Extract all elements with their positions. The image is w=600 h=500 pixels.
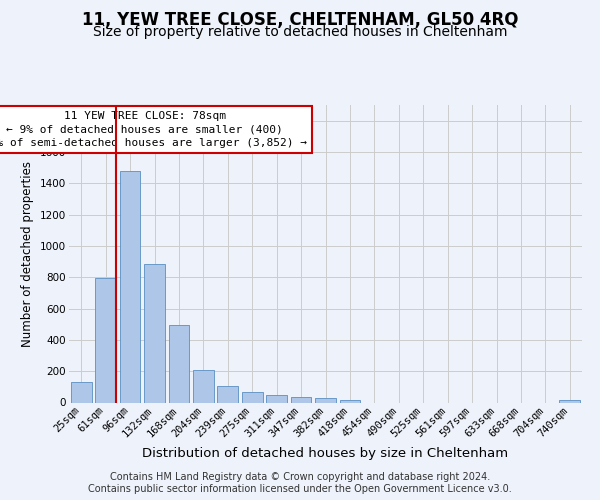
Bar xyxy=(217,386,238,402)
Bar xyxy=(266,396,287,402)
Text: Size of property relative to detached houses in Cheltenham: Size of property relative to detached ho… xyxy=(93,25,507,39)
Bar xyxy=(144,264,165,402)
Bar xyxy=(315,398,336,402)
Bar xyxy=(119,171,140,402)
Bar xyxy=(193,370,214,402)
Text: 11, YEW TREE CLOSE, CHELTENHAM, GL50 4RQ: 11, YEW TREE CLOSE, CHELTENHAM, GL50 4RQ xyxy=(82,11,518,29)
Bar xyxy=(242,392,263,402)
Bar xyxy=(169,325,190,402)
Bar xyxy=(340,400,361,402)
Bar xyxy=(71,382,92,402)
Text: Contains HM Land Registry data © Crown copyright and database right 2024.
Contai: Contains HM Land Registry data © Crown c… xyxy=(88,472,512,494)
Bar xyxy=(290,397,311,402)
Bar xyxy=(559,400,580,402)
X-axis label: Distribution of detached houses by size in Cheltenham: Distribution of detached houses by size … xyxy=(142,447,509,460)
Y-axis label: Number of detached properties: Number of detached properties xyxy=(22,161,34,347)
Bar xyxy=(95,278,116,402)
Text: 11 YEW TREE CLOSE: 78sqm
← 9% of detached houses are smaller (400)
91% of semi-d: 11 YEW TREE CLOSE: 78sqm ← 9% of detache… xyxy=(0,112,307,148)
